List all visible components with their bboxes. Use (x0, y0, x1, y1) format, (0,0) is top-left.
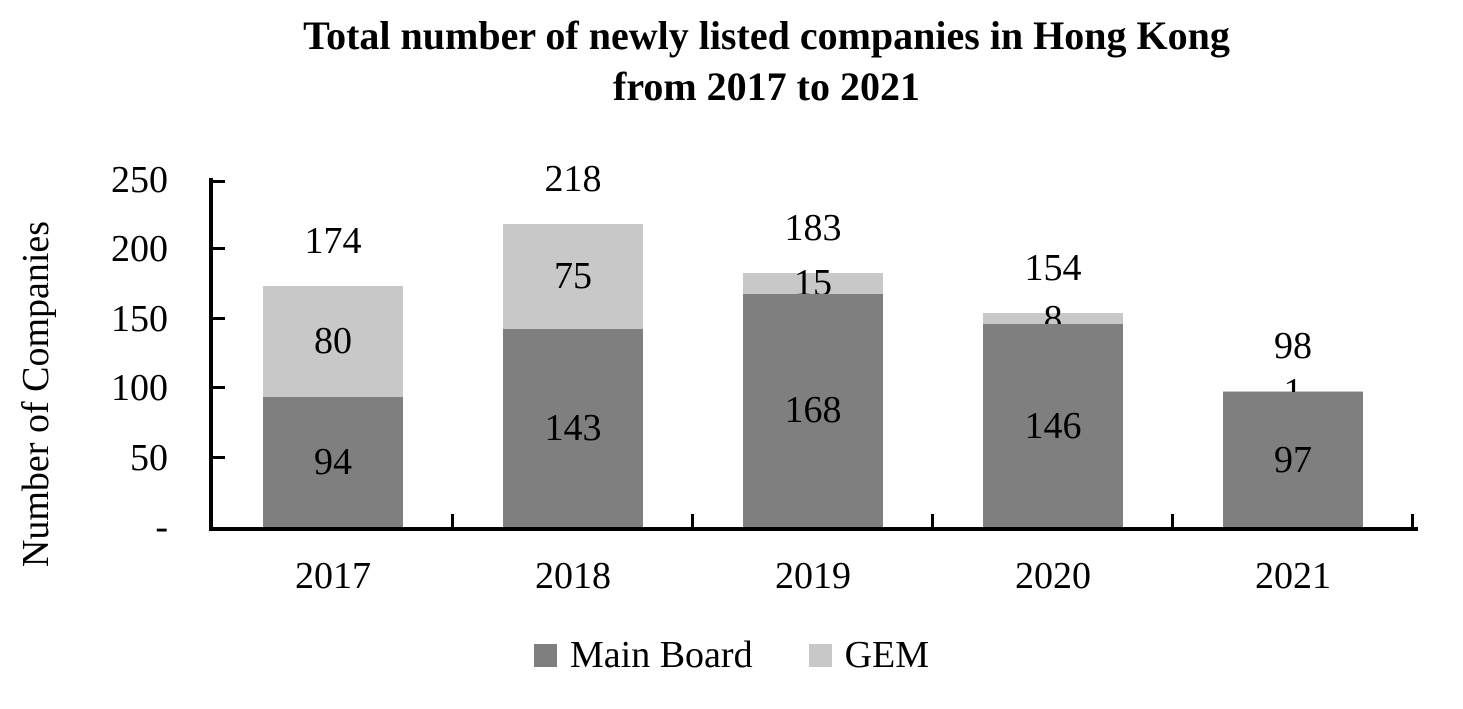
x-axis-line (209, 527, 1418, 531)
bar-segment-main-board-2020: 146 (983, 324, 1123, 527)
y-tick-label-250: 250 (111, 159, 168, 201)
legend-label-main-board: Main Board (569, 634, 753, 676)
plot-area: - 50 100 150 200 250 94 80 174 2017 143 75 218 2018 16… (111, 160, 1418, 595)
y-tick-250 (213, 180, 225, 183)
y-axis-title: Number of Companies (15, 220, 57, 568)
x-tick-label-2019: 2019 (775, 555, 851, 597)
bar-2017: 94 80 (263, 285, 403, 527)
x-tick-1 (451, 514, 454, 527)
legend-label-gem: GEM (844, 634, 930, 676)
legend-swatch-main-board (533, 643, 557, 667)
x-tick-5 (1411, 514, 1414, 527)
segment-value-label-main-board-2018: 143 (544, 406, 602, 449)
y-tick-label-150: 150 (111, 297, 168, 340)
bar-segment-main-board-2021: 97 (1223, 392, 1363, 527)
legend-item-gem: GEM (808, 633, 930, 677)
x-tick-label-2020: 2020 (1015, 555, 1091, 597)
segment-value-label-main-board-2019: 168 (784, 389, 842, 432)
bar-segment-gem-2018: 75 (503, 224, 643, 329)
y-tick-50 (213, 455, 225, 459)
bar-segment-main-board-2019: 168 (743, 293, 883, 527)
y-axis-line (209, 178, 213, 531)
chart-title-line2: from 2017 to 2021 (613, 64, 920, 109)
legend-swatch-gem (808, 643, 832, 667)
x-tick-4 (1171, 514, 1174, 527)
bar-segment-main-board-2017: 94 (263, 396, 403, 527)
bar-2021: 971 (1223, 373, 1363, 527)
bar-segment-gem-2019: 15 (743, 264, 883, 302)
total-label-2018: 218 (544, 158, 602, 201)
y-tick-100 (213, 386, 225, 390)
bar-segment-gem-2020: 8 (983, 300, 1123, 338)
legend: Main Board GEM (0, 633, 1463, 677)
y-tick-200 (213, 247, 225, 251)
total-label-2019: 183 (784, 207, 842, 249)
y-tick-label-50: 50 (130, 436, 168, 479)
x-tick-3 (931, 514, 934, 527)
segment-value-label-main-board-2017: 94 (314, 440, 352, 483)
total-label-2017: 174 (304, 219, 362, 262)
x-tick-label-2021: 2021 (1255, 555, 1331, 597)
x-tick-2 (691, 514, 694, 527)
y-tick-label-100: 100 (111, 367, 168, 410)
bar-segment-gem-2017: 80 (263, 285, 403, 397)
segment-value-label-main-board-2020: 146 (1024, 404, 1082, 447)
total-label-2020: 154 (1024, 247, 1082, 290)
y-tick-label-200: 200 (111, 228, 168, 271)
bar-segment-main-board-2018: 143 (503, 328, 643, 527)
bar-2020: 146 8 (983, 300, 1123, 527)
segment-value-label-main-board-2021: 97 (1274, 438, 1312, 481)
chart-title-line1: Total number of newly listed companies i… (303, 13, 1230, 58)
segment-value-label-gem-2017: 80 (314, 320, 352, 363)
y-tick-label--: - (155, 506, 168, 548)
bar-2019: 168 15 (743, 264, 883, 527)
total-label-2021: 98 (1274, 324, 1312, 367)
legend-item-main-board: Main Board (533, 633, 753, 677)
x-tick-label-2017: 2017 (295, 555, 371, 597)
segment-value-label-gem-2018: 75 (554, 255, 592, 298)
x-tick-label-2018: 2018 (535, 555, 611, 597)
bar-2018: 143 75 (503, 224, 643, 527)
chart-title: Total number of newly listed companies i… (70, 10, 1463, 112)
y-tick-150 (213, 316, 225, 320)
